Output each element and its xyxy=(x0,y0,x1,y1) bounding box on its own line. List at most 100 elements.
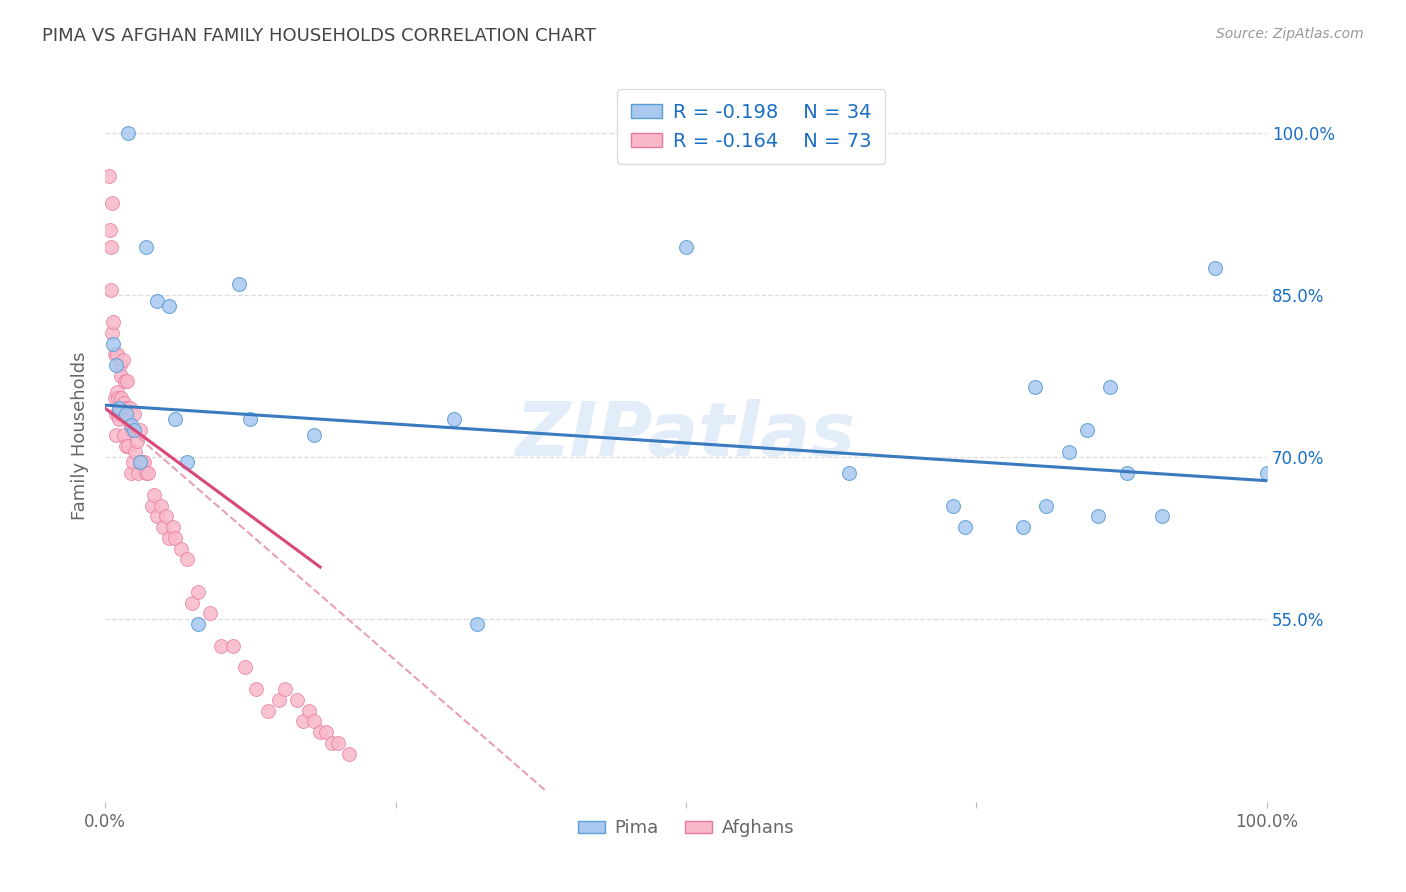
Point xyxy=(118,401,141,416)
Point xyxy=(1116,466,1139,480)
Point xyxy=(115,407,138,421)
Point xyxy=(135,466,157,480)
Point xyxy=(1035,499,1057,513)
Point xyxy=(233,660,256,674)
Point xyxy=(98,223,121,237)
Text: PIMA VS AFGHAN FAMILY HOUSEHOLDS CORRELATION CHART: PIMA VS AFGHAN FAMILY HOUSEHOLDS CORRELA… xyxy=(42,27,596,45)
Point xyxy=(104,407,127,421)
Point xyxy=(97,169,120,184)
Point xyxy=(146,293,169,308)
Point xyxy=(131,455,153,469)
Point xyxy=(141,499,163,513)
Point xyxy=(117,439,139,453)
Point xyxy=(100,283,122,297)
Point xyxy=(1012,520,1035,534)
Point xyxy=(337,747,360,761)
Legend: Pima, Afghans: Pima, Afghans xyxy=(571,812,801,845)
Point xyxy=(115,401,138,416)
Point xyxy=(162,520,184,534)
Point xyxy=(1256,466,1278,480)
Point xyxy=(103,391,125,405)
Point xyxy=(124,444,146,458)
Point xyxy=(135,239,157,253)
Point xyxy=(103,315,125,329)
Point xyxy=(309,725,332,739)
Point xyxy=(269,692,291,706)
Text: Source: ZipAtlas.com: Source: ZipAtlas.com xyxy=(1216,27,1364,41)
Point xyxy=(108,401,131,416)
Point xyxy=(321,736,343,750)
Point xyxy=(304,714,326,729)
Point xyxy=(1059,444,1081,458)
Point xyxy=(115,439,138,453)
Point xyxy=(110,391,132,405)
Point xyxy=(112,396,135,410)
Point xyxy=(181,596,204,610)
Point xyxy=(198,607,221,621)
Point xyxy=(129,423,152,437)
Point xyxy=(125,434,148,448)
Point xyxy=(146,509,169,524)
Point xyxy=(297,704,319,718)
Point xyxy=(239,412,262,426)
Point xyxy=(187,617,209,632)
Point xyxy=(121,423,143,437)
Point xyxy=(187,585,209,599)
Point xyxy=(107,407,129,421)
Point xyxy=(100,239,122,253)
Point xyxy=(111,401,134,416)
Point xyxy=(942,499,965,513)
Point xyxy=(110,358,132,372)
Point xyxy=(117,126,139,140)
Point xyxy=(304,428,326,442)
Point xyxy=(122,407,145,421)
Point xyxy=(122,455,145,469)
Point xyxy=(274,681,297,696)
Point xyxy=(170,541,193,556)
Point xyxy=(104,428,127,442)
Point xyxy=(110,369,132,384)
Point xyxy=(111,352,134,367)
Point xyxy=(1204,261,1226,276)
Point xyxy=(157,299,180,313)
Point xyxy=(675,239,697,253)
Point xyxy=(222,639,245,653)
Point xyxy=(129,455,152,469)
Point xyxy=(157,531,180,545)
Point xyxy=(1024,380,1046,394)
Point xyxy=(108,412,131,426)
Point xyxy=(117,375,139,389)
Point xyxy=(838,466,860,480)
Y-axis label: Family Households: Family Households xyxy=(72,351,89,520)
Point xyxy=(176,552,198,566)
Point xyxy=(155,509,177,524)
Text: ZIPatlas: ZIPatlas xyxy=(516,399,856,472)
Point xyxy=(104,358,127,372)
Point xyxy=(245,681,267,696)
Point xyxy=(143,488,166,502)
Point xyxy=(291,714,314,729)
Point xyxy=(120,417,142,432)
Point xyxy=(117,412,139,426)
Point xyxy=(209,639,232,653)
Point xyxy=(136,466,159,480)
Point xyxy=(953,520,976,534)
Point xyxy=(105,347,128,361)
Point xyxy=(149,499,172,513)
Point xyxy=(1099,380,1122,394)
Point xyxy=(285,692,308,706)
Point xyxy=(1087,509,1109,524)
Point xyxy=(101,196,124,211)
Point xyxy=(163,412,186,426)
Point xyxy=(257,704,280,718)
Point xyxy=(107,391,129,405)
Point xyxy=(132,455,155,469)
Point xyxy=(114,375,136,389)
Point xyxy=(112,428,135,442)
Point xyxy=(163,531,186,545)
Point xyxy=(315,725,337,739)
Point xyxy=(120,466,142,480)
Point xyxy=(1152,509,1174,524)
Point xyxy=(326,736,349,750)
Point xyxy=(129,455,152,469)
